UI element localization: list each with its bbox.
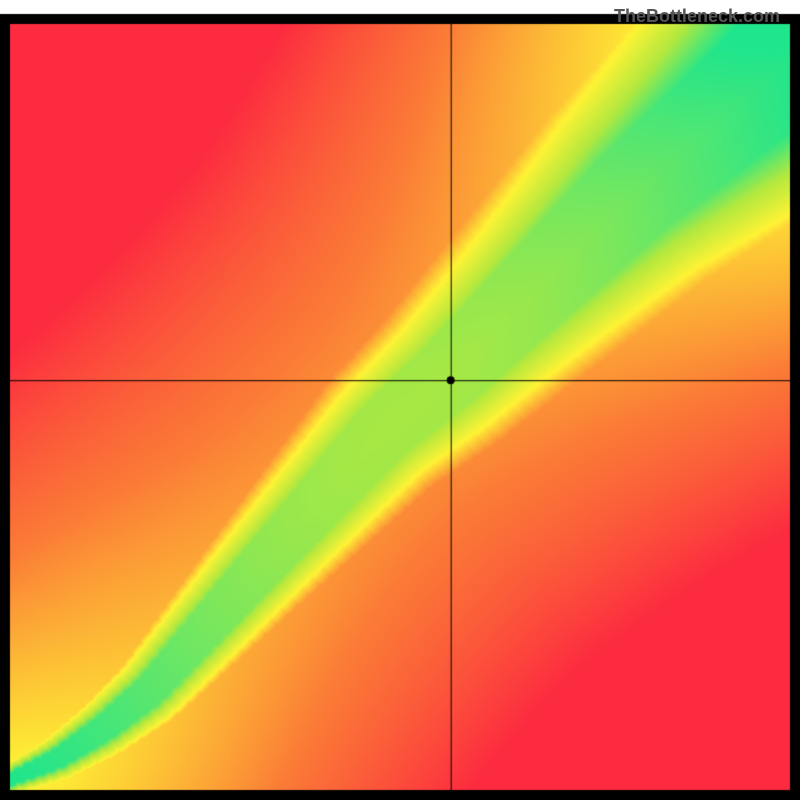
- watermark-text: TheBottleneck.com: [614, 6, 780, 27]
- bottleneck-heatmap: [0, 0, 800, 800]
